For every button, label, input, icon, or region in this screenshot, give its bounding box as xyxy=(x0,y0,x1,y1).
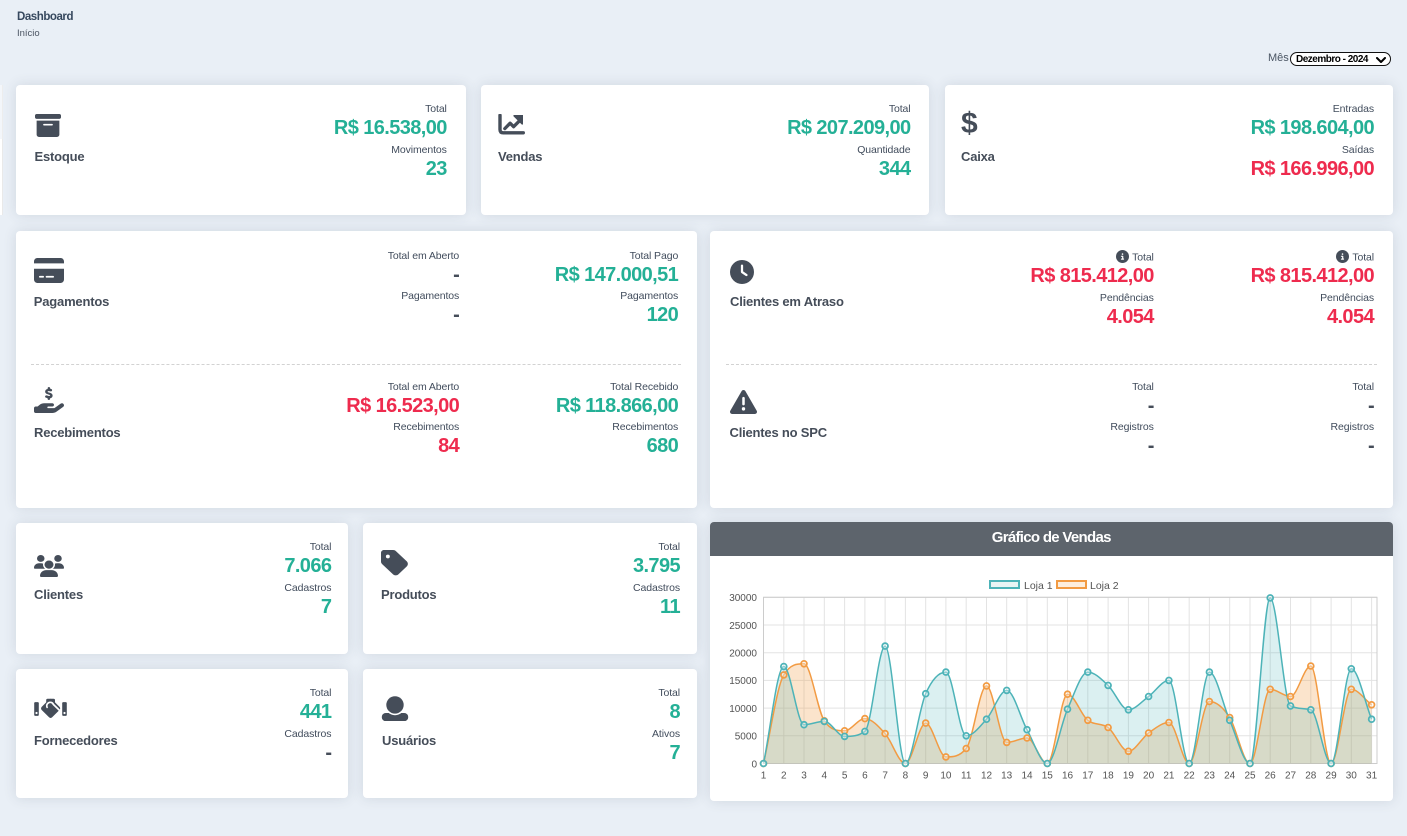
svg-text:26: 26 xyxy=(1265,771,1277,782)
svg-text:31: 31 xyxy=(1366,771,1378,782)
svg-text:22: 22 xyxy=(1184,771,1196,782)
svg-text:11: 11 xyxy=(961,771,972,782)
svg-text:25000: 25000 xyxy=(729,621,757,632)
svg-text:20000: 20000 xyxy=(729,649,757,660)
svg-text:6: 6 xyxy=(862,771,868,782)
svg-text:12: 12 xyxy=(981,771,993,782)
svg-text:10000: 10000 xyxy=(729,704,757,715)
svg-text:8: 8 xyxy=(903,771,909,782)
svg-text:21: 21 xyxy=(1163,771,1175,782)
svg-text:0: 0 xyxy=(751,759,757,770)
svg-text:24: 24 xyxy=(1224,771,1236,782)
svg-text:19: 19 xyxy=(1123,771,1135,782)
svg-text:20: 20 xyxy=(1143,771,1155,782)
svg-text:5: 5 xyxy=(842,771,848,782)
svg-text:28: 28 xyxy=(1305,771,1317,782)
svg-text:23: 23 xyxy=(1204,771,1216,782)
svg-text:5000: 5000 xyxy=(735,732,758,743)
svg-text:29: 29 xyxy=(1326,771,1338,782)
svg-text:25: 25 xyxy=(1244,771,1256,782)
svg-text:2: 2 xyxy=(781,771,787,782)
svg-text:14: 14 xyxy=(1021,771,1033,782)
svg-text:16: 16 xyxy=(1062,771,1074,782)
svg-text:13: 13 xyxy=(1001,771,1013,782)
svg-text:9: 9 xyxy=(923,771,929,782)
svg-text:1: 1 xyxy=(761,771,767,782)
svg-text:7: 7 xyxy=(882,771,888,782)
svg-text:15: 15 xyxy=(1042,771,1054,782)
svg-text:15000: 15000 xyxy=(729,676,757,687)
svg-text:30000: 30000 xyxy=(729,593,757,604)
svg-text:4: 4 xyxy=(822,771,828,782)
svg-text:10: 10 xyxy=(940,771,952,782)
svg-text:3: 3 xyxy=(801,771,807,782)
svg-text:17: 17 xyxy=(1082,771,1094,782)
svg-text:18: 18 xyxy=(1103,771,1115,782)
svg-text:27: 27 xyxy=(1285,771,1297,782)
svg-text:30: 30 xyxy=(1346,771,1358,782)
